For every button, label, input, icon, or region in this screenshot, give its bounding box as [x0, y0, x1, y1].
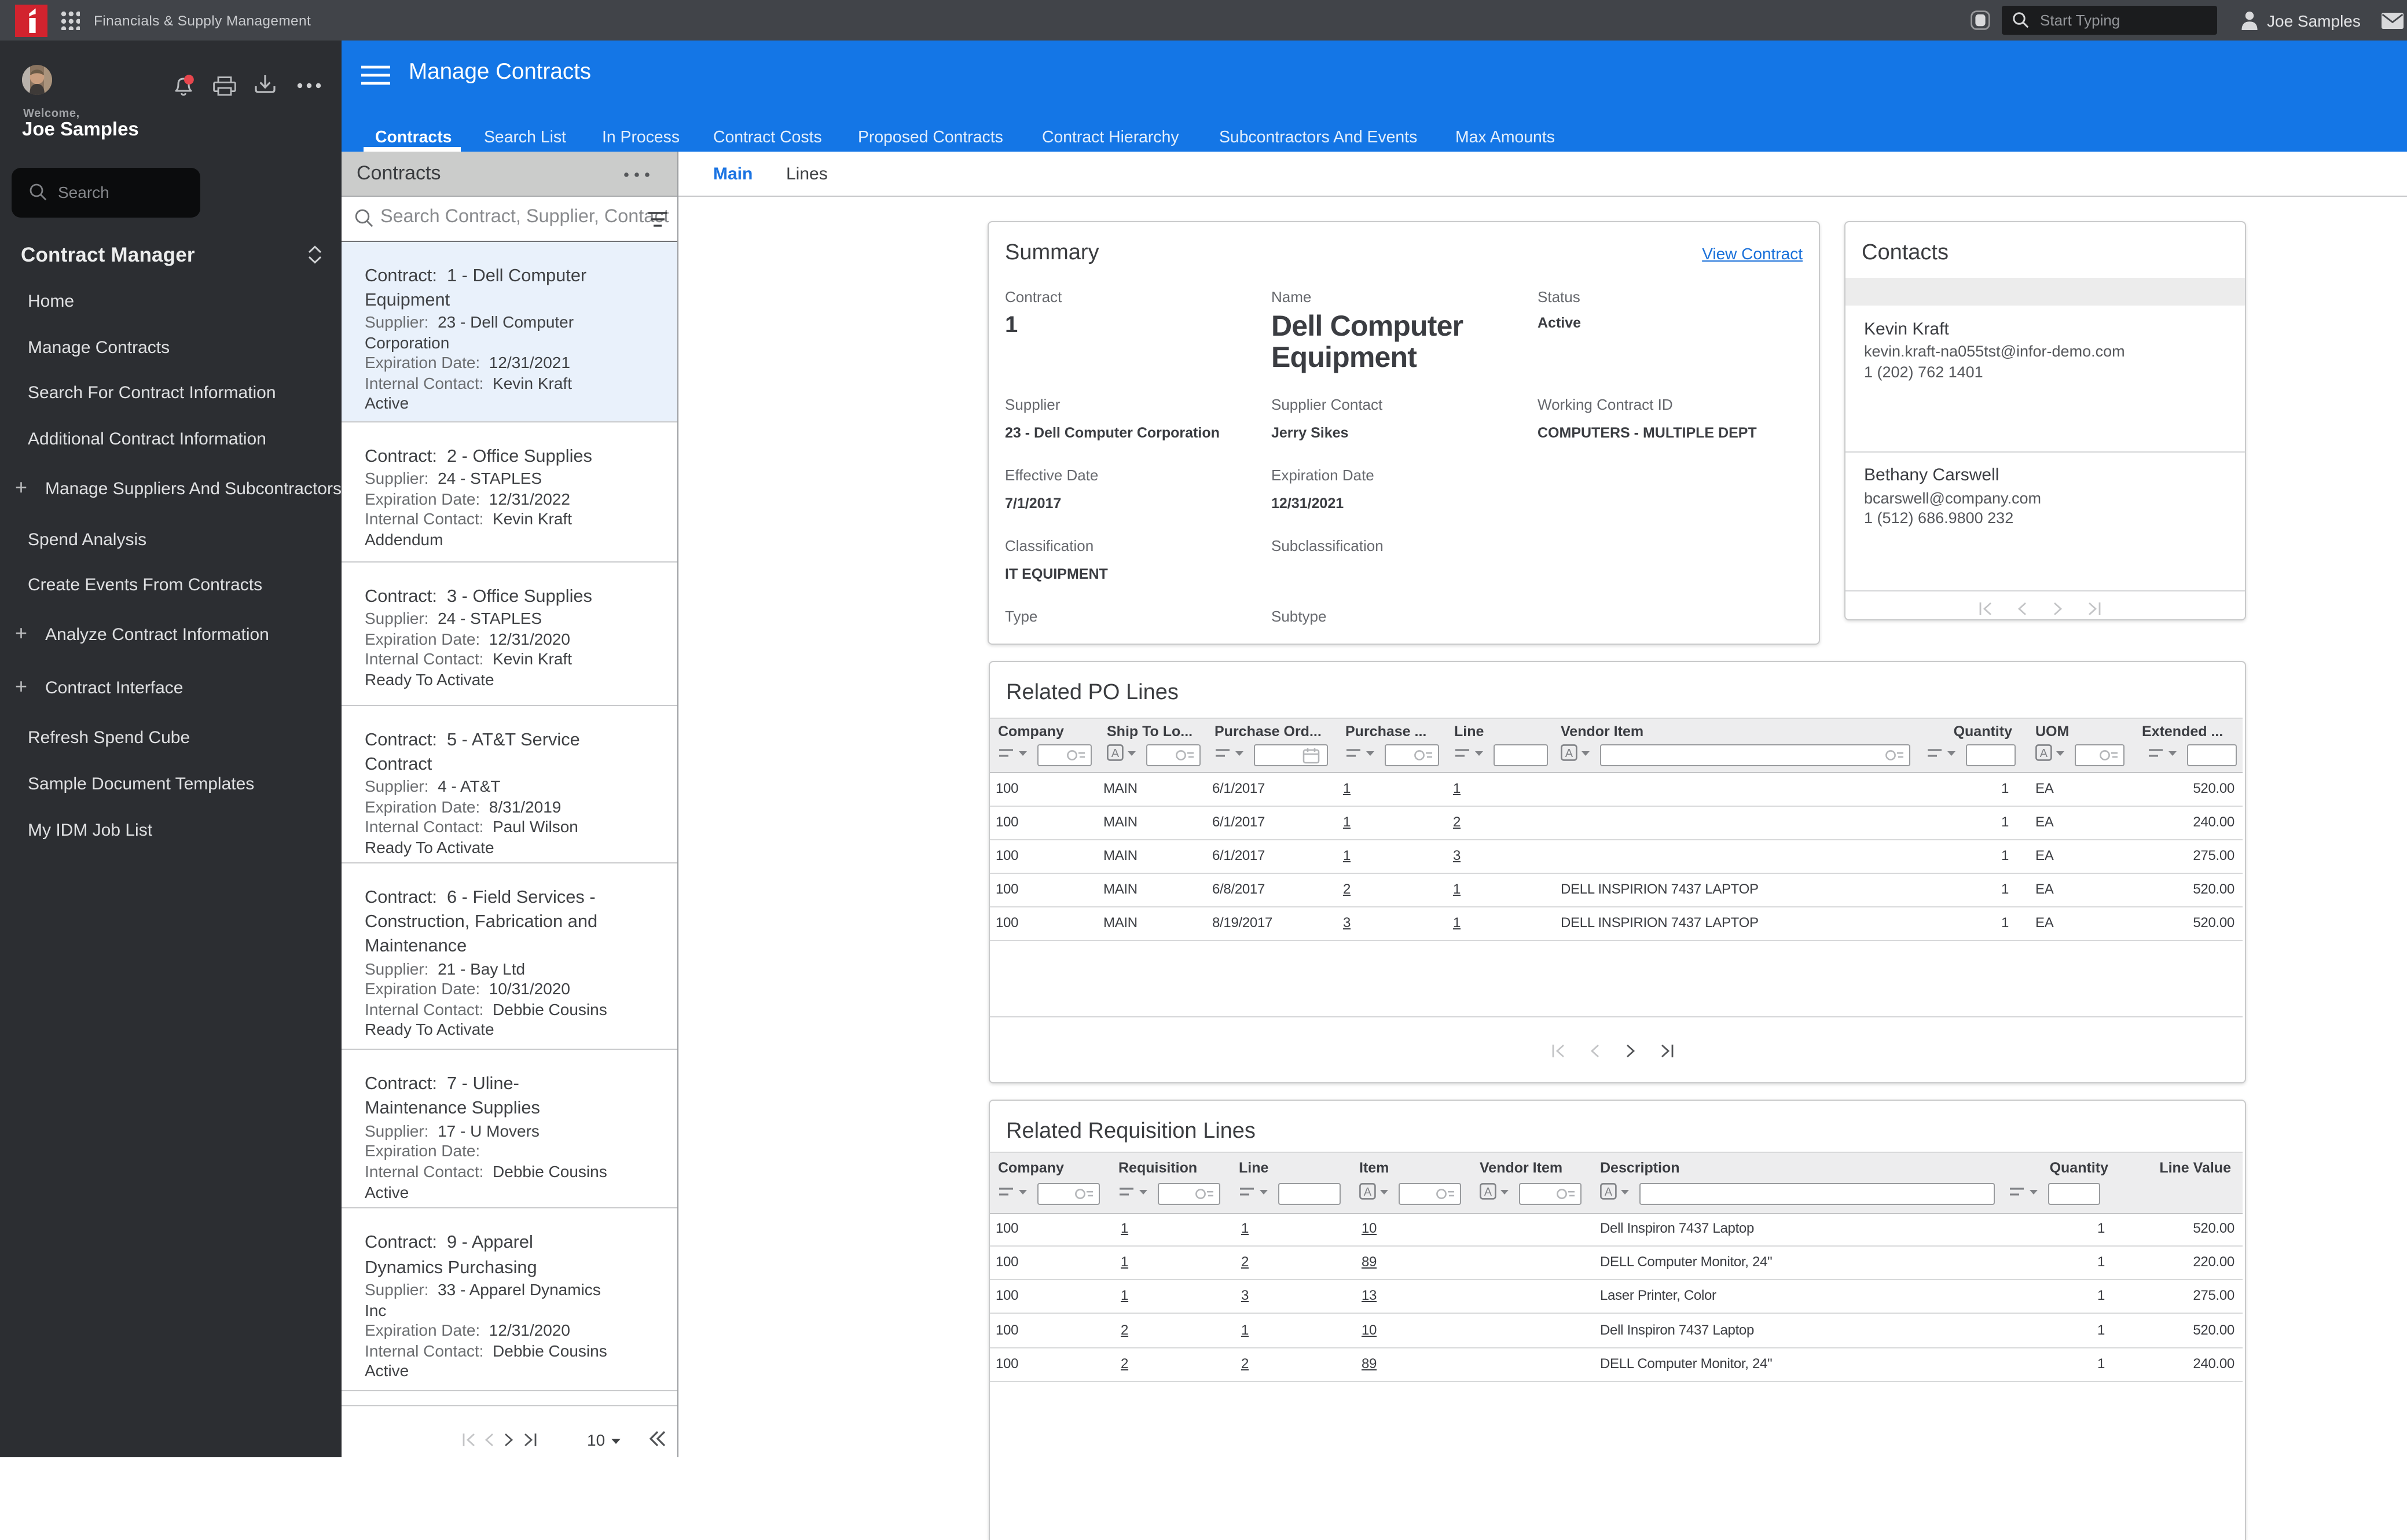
- svg-text:A: A: [1364, 1185, 1372, 1198]
- svg-text:A: A: [1111, 747, 1120, 759]
- svg-text:A: A: [1484, 1185, 1492, 1198]
- svg-text:A: A: [1605, 1185, 1613, 1198]
- svg-text:A: A: [1565, 747, 1573, 759]
- svg-text:A: A: [2040, 747, 2048, 759]
